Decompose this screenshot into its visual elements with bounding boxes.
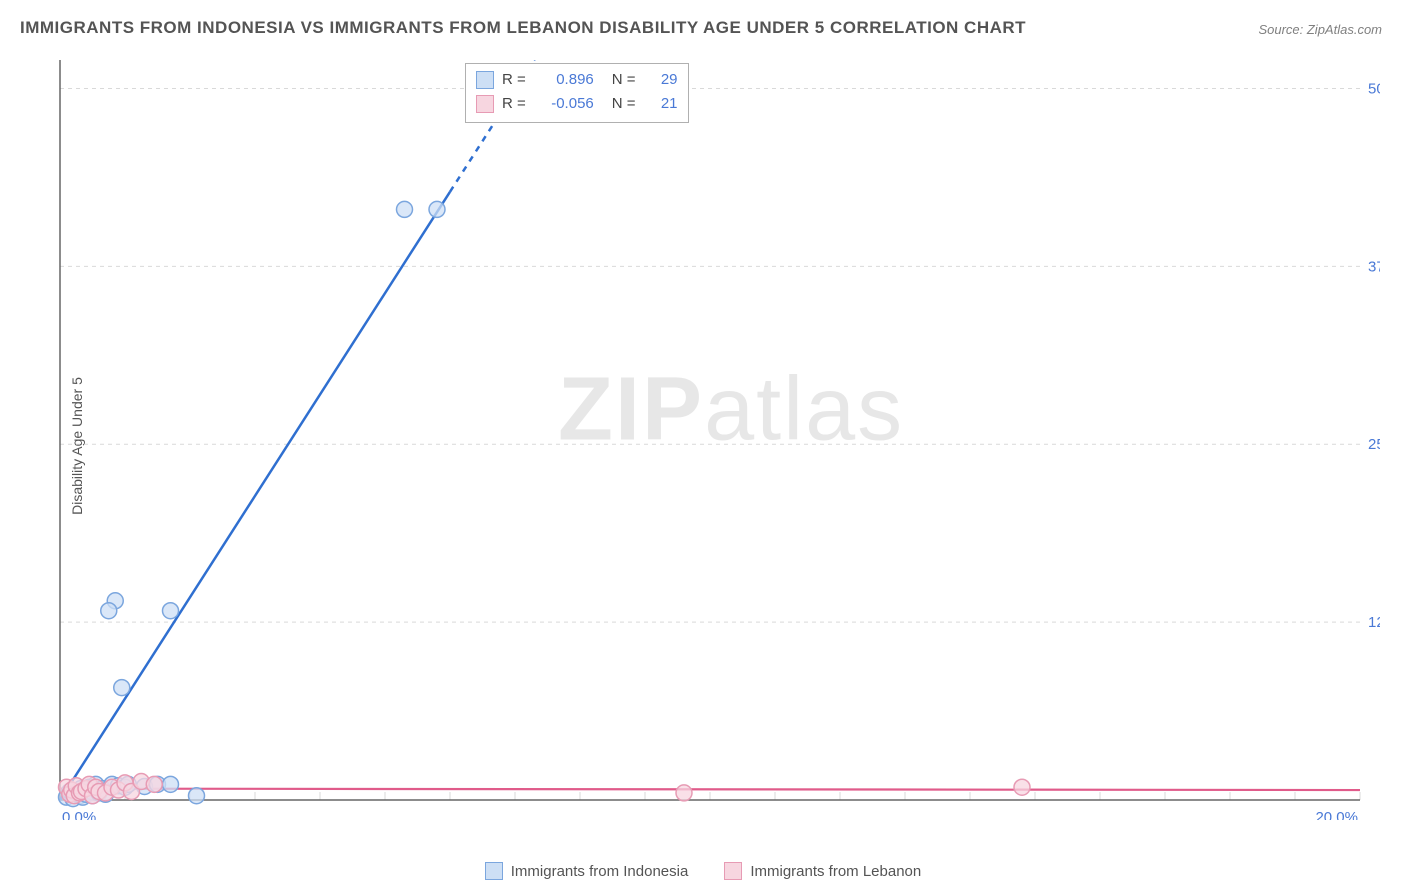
plot-area: 12.5% 25.0% 37.5% 50.0% 0.0% 20.0% — [50, 60, 1380, 820]
data-point — [101, 603, 117, 619]
y-tick-label: 50.0% — [1368, 80, 1380, 97]
stats-legend: R = 0.896 N = 29 R = -0.056 N = 21 — [465, 63, 689, 123]
chart-title: IMMIGRANTS FROM INDONESIA VS IMMIGRANTS … — [20, 18, 1026, 38]
n-value: 21 — [644, 92, 678, 116]
bottom-legend: Immigrants from Indonesia Immigrants from… — [0, 862, 1406, 884]
r-label: R = — [502, 92, 526, 116]
data-point — [114, 680, 130, 696]
y-tick-label: 12.5% — [1368, 614, 1380, 631]
legend-label: Immigrants from Indonesia — [511, 863, 689, 880]
x-tick-label: 20.0% — [1315, 809, 1358, 820]
n-value: 29 — [644, 68, 678, 92]
swatch-icon — [724, 862, 742, 880]
n-label: N = — [612, 92, 636, 116]
swatch-icon — [476, 95, 494, 113]
x-tick-label: 0.0% — [62, 809, 96, 820]
n-label: N = — [612, 68, 636, 92]
legend-item: Immigrants from Indonesia — [485, 862, 689, 880]
legend-label: Immigrants from Lebanon — [750, 863, 921, 880]
r-value: 0.896 — [534, 68, 594, 92]
data-point — [146, 776, 162, 792]
data-point — [1014, 779, 1030, 795]
data-point — [189, 788, 205, 804]
source-label: Source: ZipAtlas.com — [1258, 22, 1382, 37]
stats-row: R = -0.056 N = 21 — [476, 92, 678, 116]
data-point — [397, 201, 413, 217]
chart-svg: 12.5% 25.0% 37.5% 50.0% 0.0% 20.0% — [50, 60, 1380, 820]
stats-row: R = 0.896 N = 29 — [476, 68, 678, 92]
data-point — [163, 603, 179, 619]
y-tick-label: 25.0% — [1368, 436, 1380, 453]
y-tick-label: 37.5% — [1368, 258, 1380, 275]
data-point — [163, 776, 179, 792]
r-value: -0.056 — [534, 92, 594, 116]
swatch-icon — [476, 71, 494, 89]
data-point — [429, 201, 445, 217]
data-point — [676, 785, 692, 801]
r-label: R = — [502, 68, 526, 92]
swatch-icon — [485, 862, 503, 880]
legend-item: Immigrants from Lebanon — [724, 862, 921, 880]
